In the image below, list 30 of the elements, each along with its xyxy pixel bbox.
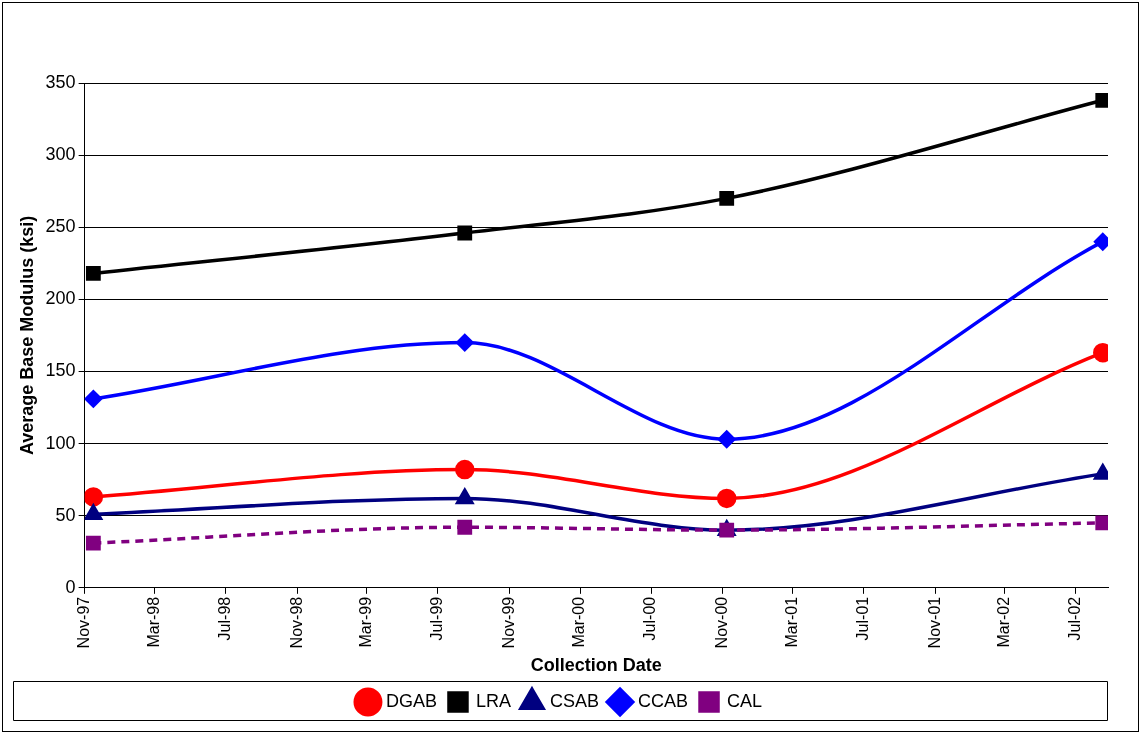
y-tick-label: 300 bbox=[45, 144, 76, 165]
x-tick-label: Jul-00 bbox=[641, 596, 659, 641]
y-tick-label: 150 bbox=[45, 360, 76, 381]
x-tick-label: Jul-02 bbox=[1066, 596, 1084, 641]
x-axis-title: Collection Date bbox=[530, 655, 662, 676]
x-tick-label: Nov-00 bbox=[713, 596, 731, 649]
x-tick-label: Jul-01 bbox=[853, 596, 871, 641]
x-tick-label: Mar-99 bbox=[357, 596, 375, 648]
x-tick-label: Mar-01 bbox=[782, 596, 800, 648]
x-tick-label: Mar-98 bbox=[144, 596, 162, 648]
x-tick-label: Nov-01 bbox=[925, 596, 943, 649]
y-tick-label: 50 bbox=[55, 504, 76, 525]
x-tick-label: Jul-99 bbox=[428, 596, 446, 641]
y-axis-title: Average Base Modulus (ksi) bbox=[16, 215, 37, 456]
x-tick-label: Mar-02 bbox=[995, 596, 1013, 648]
legend-label: CAL bbox=[727, 690, 763, 711]
x-tick-label: Nov-98 bbox=[287, 596, 305, 649]
legend-label: CSAB bbox=[549, 690, 600, 711]
x-tick-label: Mar-00 bbox=[570, 596, 588, 648]
y-tick-label: 100 bbox=[45, 432, 76, 453]
y-tick-label: 0 bbox=[65, 576, 76, 597]
x-tick-label: Nov-99 bbox=[499, 596, 517, 649]
x-tick-label: Nov-97 bbox=[75, 596, 93, 649]
legend-label: CCAB bbox=[638, 690, 689, 711]
y-tick-label: 200 bbox=[45, 288, 76, 309]
legend-label: LRA bbox=[475, 690, 511, 711]
y-tick-label: 350 bbox=[45, 71, 76, 92]
legend-label: DGAB bbox=[385, 690, 437, 711]
y-tick-label: 250 bbox=[45, 216, 76, 237]
x-tick-label: Jul-98 bbox=[215, 596, 233, 641]
